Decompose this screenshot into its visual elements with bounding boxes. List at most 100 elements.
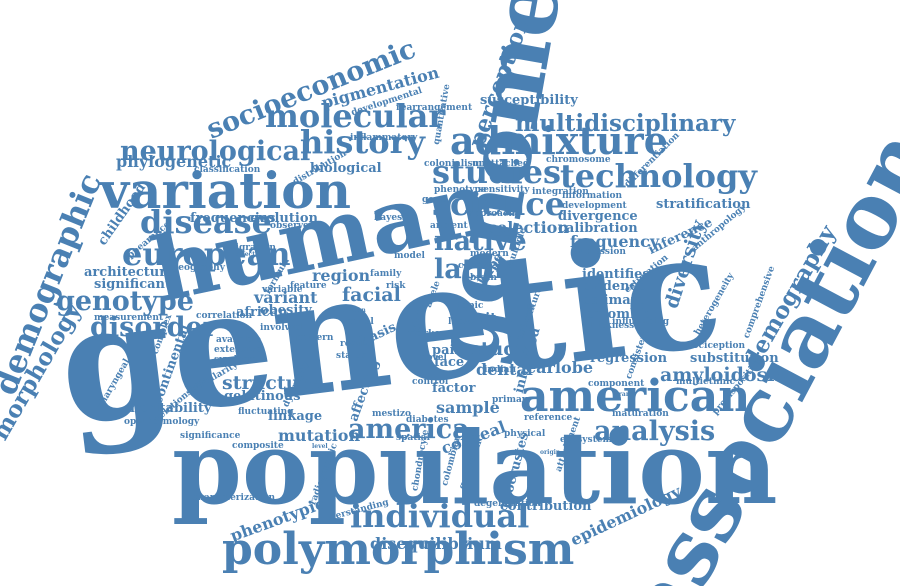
word-diabetes: diabetes <box>406 415 449 425</box>
word-earlobe: earlobe <box>526 358 594 377</box>
word-mestizo: mestizo <box>372 409 412 419</box>
word-level: level <box>312 443 328 450</box>
word-feature: feature <box>290 281 327 291</box>
word-evolution: evolution <box>250 211 318 226</box>
word-available: available <box>216 335 261 345</box>
word-status: status <box>336 351 367 361</box>
word-technology: technology <box>560 157 757 195</box>
word-topic: topic <box>458 301 484 311</box>
word-colonialism: colonialism <box>424 159 483 169</box>
word-result: result <box>340 339 370 349</box>
word-latin: latin <box>434 254 505 285</box>
word-brain: brain <box>470 273 497 283</box>
word-substitution: substitution <box>690 351 779 366</box>
word-variation: variation <box>100 161 351 220</box>
word-gelatinous: gelatinous <box>224 389 301 404</box>
word-indian: indian <box>484 365 517 375</box>
word-disease: disease <box>140 203 273 241</box>
word-native: native <box>434 226 527 257</box>
word-maturation: maturation <box>612 409 669 419</box>
word-correlation: correlation <box>196 311 253 321</box>
word-selection: selection <box>488 218 569 237</box>
word-physical: physical <box>504 429 546 439</box>
word-frequency: frequency <box>570 232 660 251</box>
word-unattached: unattached <box>472 159 530 169</box>
word-model: model <box>394 251 425 261</box>
word-factor: factor <box>432 381 476 396</box>
word-african: african <box>236 305 288 320</box>
word-susceptibility: susceptibility <box>480 93 578 108</box>
word-multidisciplinary: multidisciplinary <box>515 110 736 137</box>
word-trait: trait <box>464 311 497 326</box>
word-admixture: admixture <box>450 118 668 163</box>
word-facial: facial <box>342 284 401 306</box>
word-involved: involved <box>260 323 302 333</box>
word-classification: classification <box>194 165 261 175</box>
word-bayesian: bayesian <box>374 213 418 223</box>
word-information: information <box>562 191 623 201</box>
word-european: european <box>122 235 291 273</box>
word-measurement: measurement <box>94 313 164 323</box>
word-effect: effect <box>236 251 255 258</box>
word-ecosystem: ecosystem <box>560 435 612 445</box>
word-cohort: cohort <box>458 261 491 271</box>
word-component: component <box>588 379 645 389</box>
word-divergence: divergence <box>558 209 638 224</box>
word-genotype: genotype <box>56 286 194 317</box>
word-primary: primary <box>492 395 532 405</box>
word-obesity: obesity <box>260 303 312 318</box>
word-risk: risk <box>386 281 406 291</box>
word-science: science <box>432 185 566 223</box>
word-mutation: mutation <box>278 426 361 445</box>
word-estimate: estimate <box>582 293 645 308</box>
word-studies: studies <box>432 153 561 191</box>
word-novel: novel <box>420 353 447 363</box>
word-panel: panel <box>346 317 374 327</box>
word-inflammatory: inflammatory <box>350 133 418 143</box>
word-study: study <box>470 338 528 360</box>
word-biological: biological <box>310 161 382 176</box>
word-integration: integration <box>532 187 589 197</box>
word-nociception: nociception <box>686 341 746 351</box>
word-variable: variable <box>262 285 303 295</box>
word-syndrome: syndrome <box>214 355 264 365</box>
word-gene: gene <box>422 195 447 205</box>
word-approach: approach <box>468 209 516 219</box>
word-reference: reference <box>524 413 573 423</box>
word-analysis: analysis <box>594 416 716 447</box>
word-sensitivity: sensitivity <box>478 185 530 195</box>
word-architecture: architecture <box>84 265 175 280</box>
word-family: family <box>370 269 402 279</box>
word-face: face <box>434 355 465 370</box>
word-neurological: neurological <box>120 136 311 167</box>
word-influencing: influencing <box>612 317 670 327</box>
word-significance: significance <box>180 431 241 441</box>
word-disequilibrium: disequilibrium <box>370 534 502 553</box>
word-origin: origin <box>540 449 561 456</box>
word-thickness: thickness <box>586 321 635 331</box>
word-migration: migration <box>226 243 276 253</box>
word-phylogenetic: phylogenetic <box>116 152 232 171</box>
word-composite: composite <box>232 441 284 451</box>
word-trans: trans <box>616 391 634 398</box>
word-region: region <box>312 266 371 285</box>
word-variant: variant <box>254 288 318 307</box>
word-women: women <box>342 307 366 314</box>
word-america: america <box>348 414 470 445</box>
word-geography: geography <box>172 263 225 273</box>
word-colombia: colombia <box>586 307 653 322</box>
word-ophthalmology: ophthalmology <box>124 417 200 427</box>
word-sample: sample <box>436 398 500 417</box>
word-control: control <box>412 377 449 387</box>
word-amyloidosis: amyloidosis <box>660 364 786 386</box>
word-pain: pain <box>432 343 464 358</box>
word-rearrangement: rearrangement <box>396 103 473 113</box>
word-extensive: extensive <box>214 345 261 355</box>
word-evidence: evidence <box>582 279 646 294</box>
word-degeneration: degeneration <box>474 499 542 509</box>
word-ancient: ancient <box>430 221 468 231</box>
word-phenotype: phenotype <box>434 185 487 195</box>
word-american: american <box>520 371 751 422</box>
word-regression: regression <box>590 351 668 366</box>
